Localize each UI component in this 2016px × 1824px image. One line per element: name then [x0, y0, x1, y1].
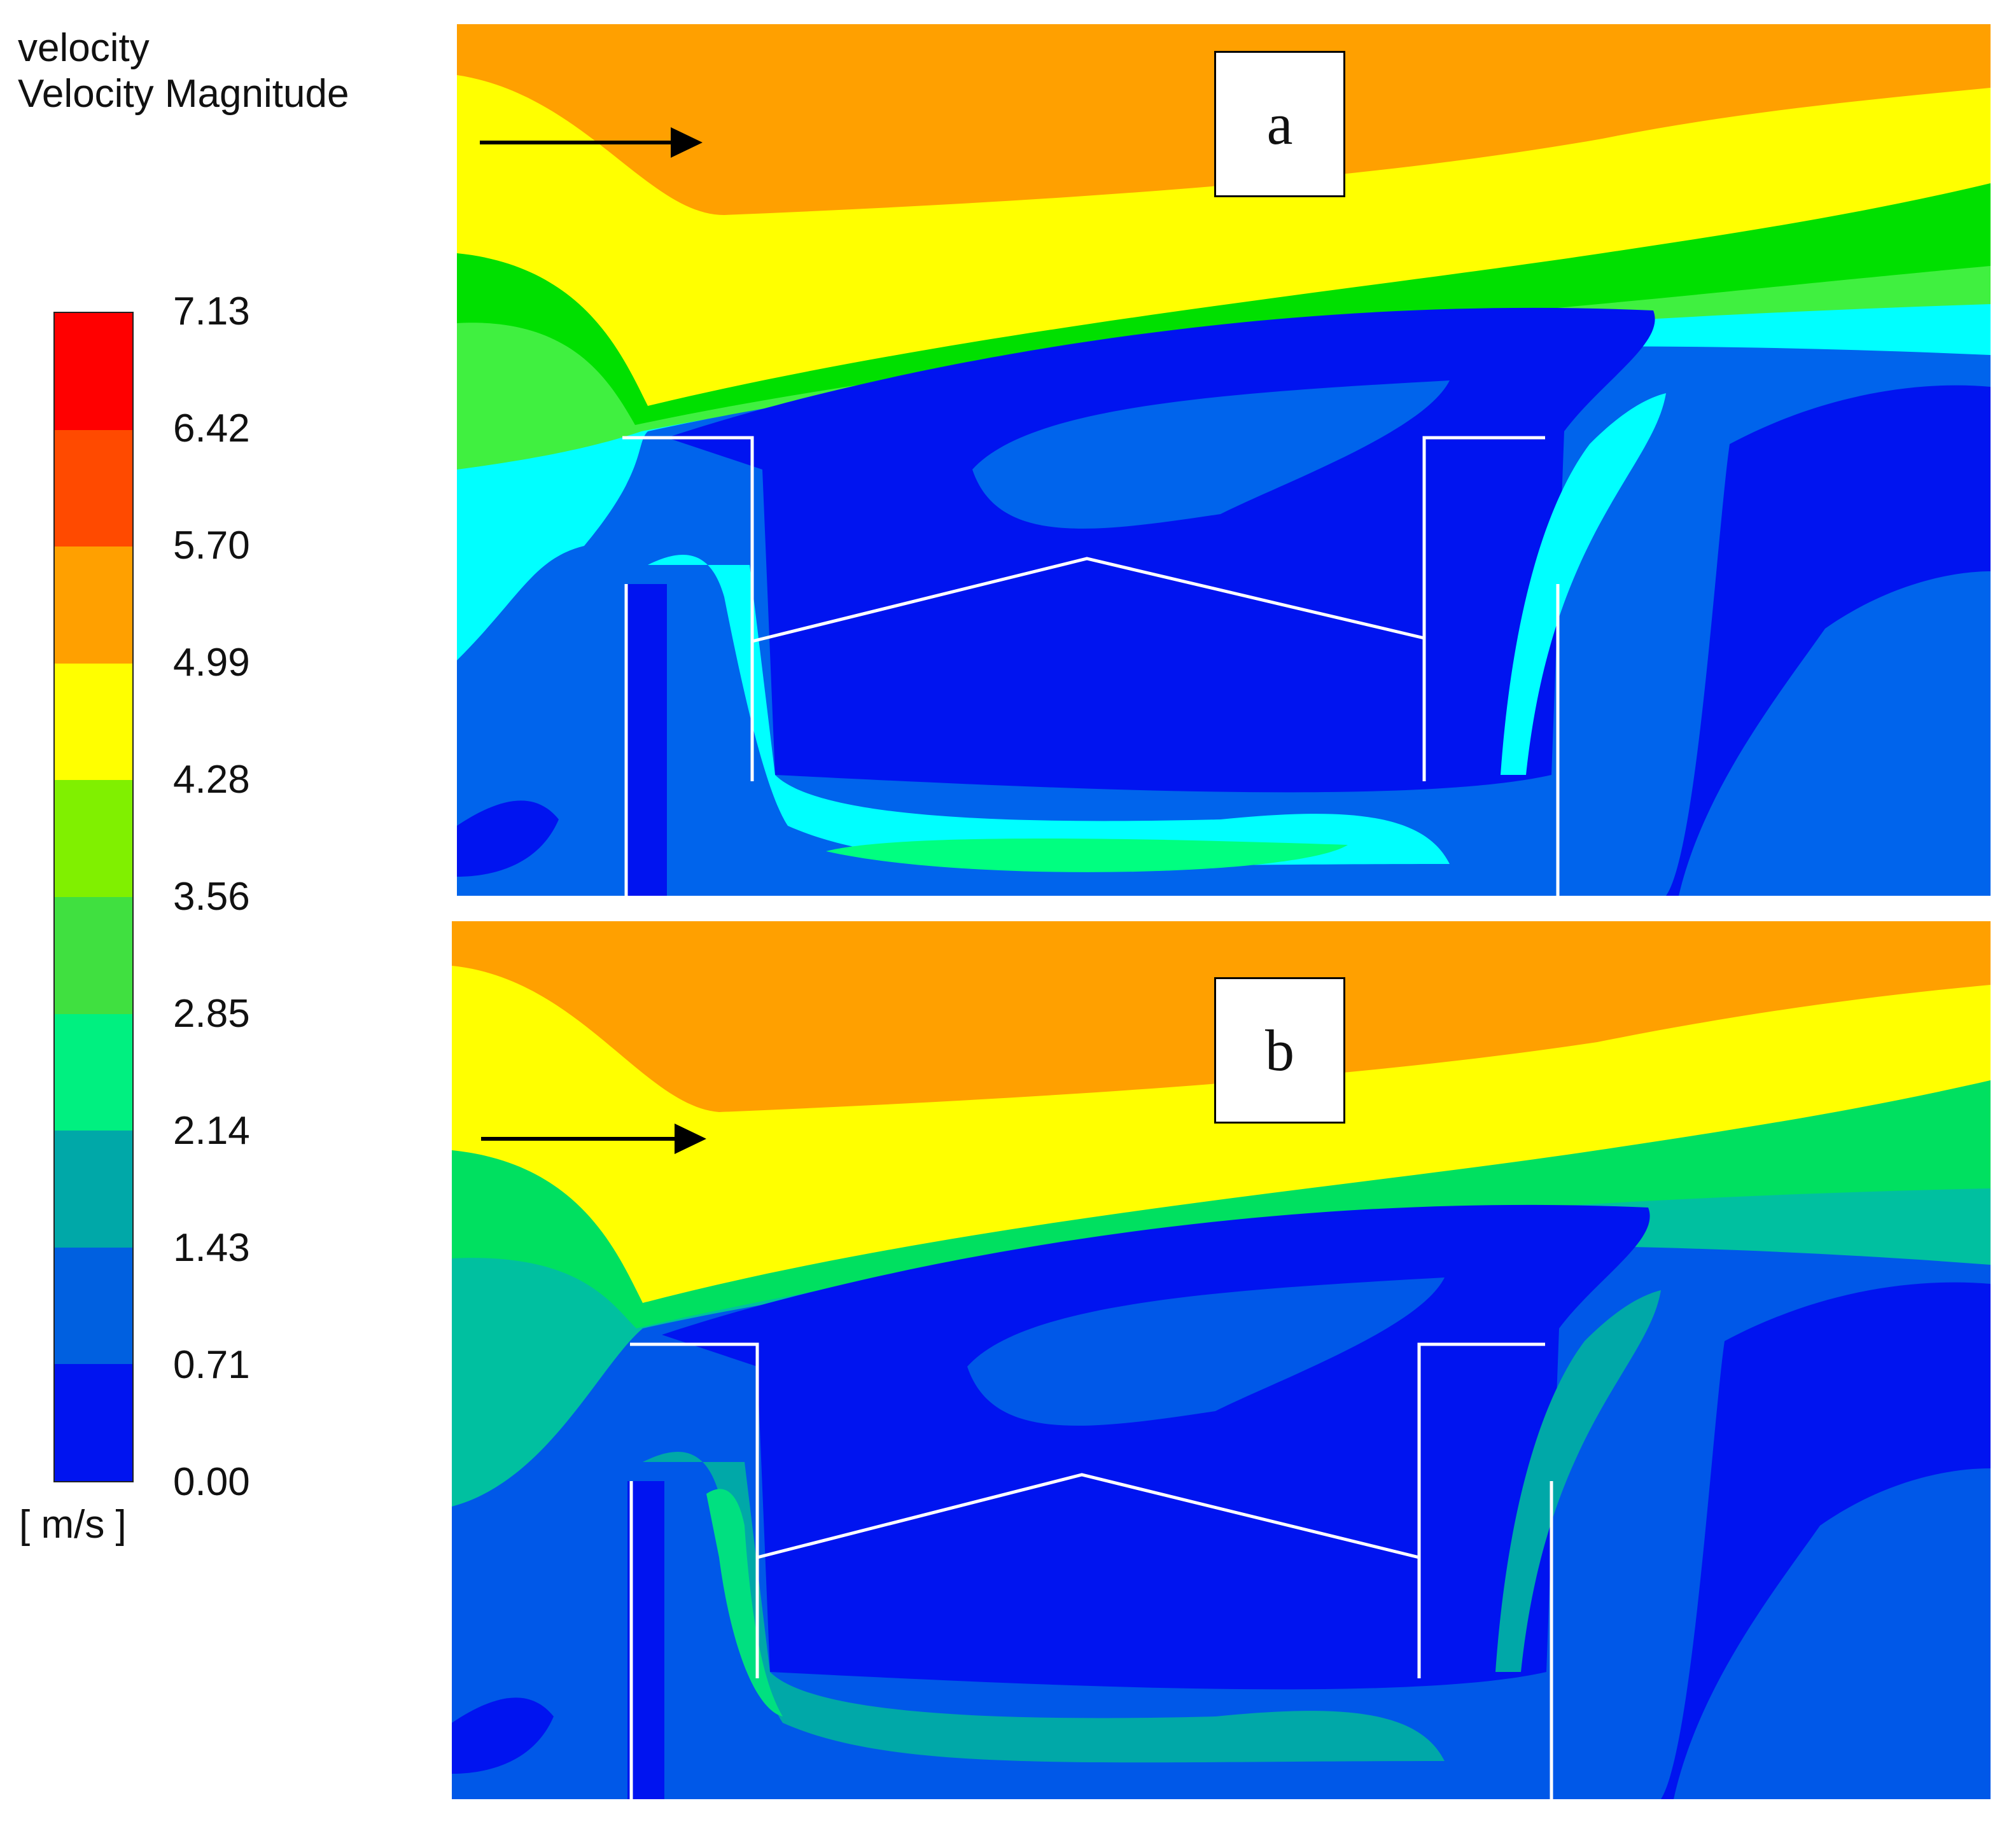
color-scale-swatch [55, 547, 132, 664]
velocity-region-low [1679, 571, 1991, 896]
color-scale-tick-label: 2.14 [173, 1109, 250, 1153]
panel-label-b: b [1214, 977, 1345, 1124]
color-scale-tick-label: 6.42 [173, 407, 250, 450]
velocity-region-bottom [706, 1489, 783, 1716]
color-scale-bar [53, 312, 134, 1482]
panel-label-a: a [1214, 51, 1345, 197]
velocity-region-near [643, 1452, 1445, 1763]
color-scale-swatch [55, 1131, 132, 1248]
color-scale-tick-label: 1.43 [173, 1226, 250, 1270]
legend-title: velocity Velocity Magnitude [18, 26, 349, 116]
color-scale-swatch [55, 780, 132, 897]
velocity-region-low [972, 380, 1450, 529]
contour-panel-b: b [452, 921, 1991, 1799]
unit-label: [ m/s ] [19, 1503, 127, 1547]
velocity-region-low [967, 1277, 1445, 1426]
velocity-region-near [648, 555, 1450, 866]
building-outline-a [622, 436, 1560, 896]
velocity-region-low [1674, 1468, 1991, 1799]
color-scale-tick-label: 2.85 [173, 992, 250, 1036]
color-scale-tick-label: 3.56 [173, 875, 250, 919]
contour-panel-a: a [457, 24, 1991, 896]
velocity-region-core [457, 800, 559, 877]
color-scale-swatch [55, 313, 132, 430]
velocity-region-near [1501, 393, 1666, 775]
color-scale-tick-label: 4.28 [173, 758, 250, 802]
building-outline-b [629, 1342, 1553, 1799]
flow-direction-arrow-b [481, 1124, 706, 1154]
velocity-region-core [627, 1481, 664, 1799]
velocity-region-core [667, 307, 1655, 793]
color-scale-tick-label: 7.13 [173, 289, 250, 333]
color-scale-tick-label: 4.99 [173, 641, 250, 685]
velocity-contour-a [457, 24, 1991, 896]
color-scale-swatch [55, 896, 132, 1014]
color-scale-tick-label: 0.71 [173, 1343, 250, 1387]
velocity-region-core [662, 1204, 1650, 1690]
velocity-region-near [1495, 1290, 1661, 1672]
color-scale-swatch [55, 1247, 132, 1365]
velocity-region-bottom [826, 839, 1348, 872]
color-scale-swatch [55, 1013, 132, 1131]
velocity-region-core [626, 584, 667, 896]
color-scale-tick-label: 5.70 [173, 524, 250, 567]
color-scale-swatch [55, 1364, 132, 1481]
flow-direction-arrow-a [480, 127, 703, 158]
color-scale-swatch [55, 663, 132, 781]
color-scale-tick-label: 0.00 [173, 1460, 250, 1504]
color-scale-swatch [55, 429, 132, 547]
velocity-region-core [452, 1697, 554, 1774]
